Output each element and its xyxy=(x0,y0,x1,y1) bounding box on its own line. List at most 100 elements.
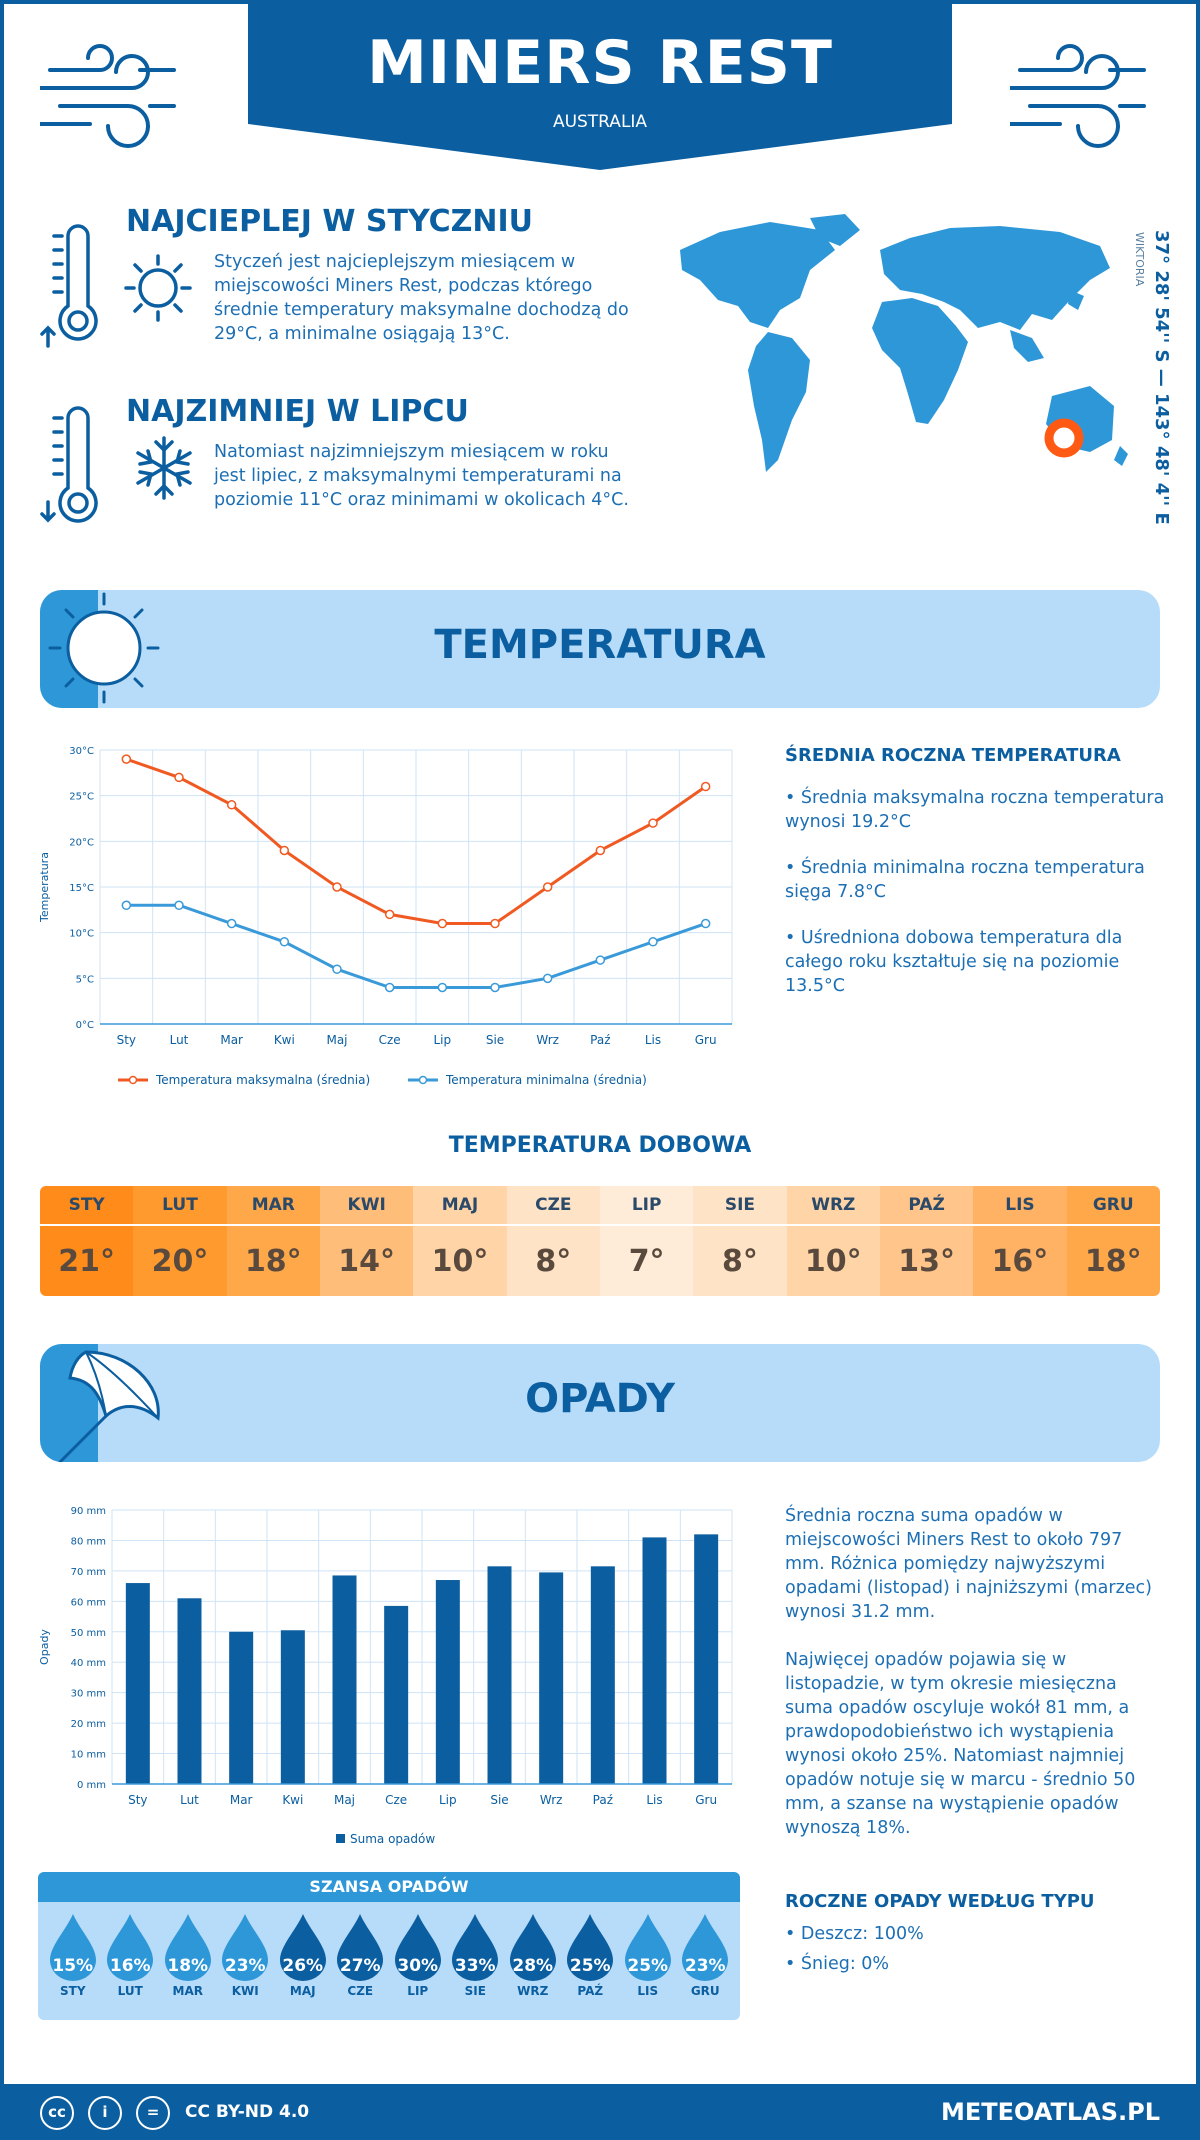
raindrop-icon xyxy=(567,1914,614,1981)
y-tick-label: 70 mm xyxy=(71,1567,106,1578)
precipitation-bar xyxy=(694,1534,719,1784)
daily-temperature-value: 10° xyxy=(786,1224,880,1296)
precipitation-bar xyxy=(642,1537,667,1784)
precipitation-chance-item: 26% MAJ xyxy=(274,1902,332,1998)
daily-temperature-value: 8° xyxy=(506,1224,600,1296)
legend-swatch xyxy=(336,1834,345,1843)
daily-month-label: LIP xyxy=(631,1195,662,1215)
daily-month-label: PAŹ xyxy=(908,1195,945,1215)
precipitation-chance-item: 16% LUT xyxy=(102,1902,160,1998)
data-point xyxy=(490,918,500,929)
data-point xyxy=(542,973,553,984)
data-point xyxy=(279,937,290,947)
warmest-text: Styczeń jest najcieplejszym miesiącem w … xyxy=(214,252,629,344)
precipitation-chance-month: SIE xyxy=(464,1984,486,1998)
data-point xyxy=(174,772,184,783)
raindrop-icon xyxy=(394,1914,441,1981)
annual-bullet: • Uśredniona dobowa temperatura dla całe… xyxy=(785,928,1123,996)
footer: cc i = CC BY-ND 4.0 METEOATLAS.PL xyxy=(0,2084,1200,2140)
y-tick-label: 90 mm xyxy=(71,1506,106,1517)
data-point xyxy=(384,982,395,993)
precipitation-type-block: ROCZNE OPADY WEDŁUG TYPU • Deszcz: 100% … xyxy=(785,1890,1165,1976)
x-tick-label: Paź xyxy=(590,1033,610,1047)
x-tick-label: Gru xyxy=(695,1793,717,1807)
world-map xyxy=(680,214,1128,472)
wind-icon-left xyxy=(40,44,176,148)
x-tick-label: Lis xyxy=(646,1793,662,1807)
series-line xyxy=(126,903,707,989)
data-point xyxy=(279,845,290,856)
daily-temperature-cell: GRU 18° xyxy=(1066,1186,1160,1296)
legend-marker xyxy=(418,1075,428,1085)
precipitation-bar xyxy=(177,1598,202,1784)
coldest-block: NAJZIMNIEJ W LIPCU Natomiast najzimniejs… xyxy=(40,394,640,554)
precipitation-chance-month: CZE xyxy=(347,1984,374,1998)
data-point xyxy=(174,900,184,911)
precipitation-chance-drops: 15% STY 16% LUT 18% MAR 23% KWI 26% MAJ 27% CZE 30% L… xyxy=(38,1902,740,1998)
y-tick-label: 10°C xyxy=(69,929,94,940)
attribution-icon: i xyxy=(88,2096,122,2130)
precipitation-type-rain: • Deszcz: 100% xyxy=(785,1924,924,1944)
precipitation-chance-item: 33% SIE xyxy=(447,1902,505,1998)
precipitation-chance-value: 23% xyxy=(684,1956,726,1976)
x-tick-label: Lis xyxy=(645,1033,661,1047)
x-tick-label: Cze xyxy=(379,1033,401,1047)
daily-month-label: MAR xyxy=(251,1195,295,1215)
warmest-title: NAJCIEPLEJ W STYCZNIU xyxy=(126,204,534,239)
y-tick-label: 15°C xyxy=(69,883,94,894)
data-point xyxy=(595,845,606,856)
daily-month-label: CZE xyxy=(535,1195,572,1215)
data-point xyxy=(121,754,132,764)
daily-temperature-value: 13° xyxy=(879,1224,974,1296)
precipitation-chance-item: 25% PAŹ xyxy=(562,1902,620,1998)
precipitation-chance-item: 15% STY xyxy=(44,1902,102,1998)
precipitation-chance-box: SZANSA OPADÓW 15% STY 16% LUT 18% MAR 23% KWI 26… xyxy=(38,1872,740,2020)
daily-temperature-cell: SIE 8° xyxy=(693,1186,787,1296)
daily-temperature-cell: KWI 14° xyxy=(319,1186,414,1296)
thermometer-snowflake-icon xyxy=(40,406,192,523)
x-tick-label: Mar xyxy=(220,1033,243,1047)
daily-month-label: STY xyxy=(68,1195,105,1215)
daily-temperature-value: 16° xyxy=(973,1224,1067,1296)
series-line xyxy=(125,757,707,926)
data-point xyxy=(542,882,553,892)
daily-month-label: MAJ xyxy=(441,1195,479,1215)
precipitation-bar xyxy=(539,1572,564,1784)
coordinates-block: 37° 28' 54'' S — 143° 48' 4'' E WIKTORIA xyxy=(1133,230,1178,525)
precipitation-chance-value: 25% xyxy=(569,1956,611,1976)
precipitation-chance-value: 30% xyxy=(397,1956,439,1976)
precipitation-type-title: ROCZNE OPADY WEDŁUG TYPU xyxy=(785,1891,1095,1912)
daily-temperature-cell: MAR 18° xyxy=(226,1186,320,1296)
precipitation-chance-value: 27% xyxy=(339,1956,381,1976)
daily-temperature-cell: PAŹ 13° xyxy=(879,1186,974,1296)
daily-temperature-table: STY 21° LUT 20° MAR 18° KWI 14° MAJ 10° CZE 8° LIP 7°… xyxy=(40,1186,1160,1296)
y-tick-label: 30°C xyxy=(69,746,94,757)
data-point xyxy=(490,982,500,993)
coldest-title: NAJZIMNIEJ W LIPCU xyxy=(126,394,469,429)
precipitation-bar xyxy=(125,1583,150,1784)
precipitation-bar xyxy=(280,1630,305,1784)
precipitation-bar xyxy=(384,1605,409,1784)
raindrop-icon xyxy=(682,1914,729,1981)
precipitation-chance-value: 25% xyxy=(627,1956,669,1976)
daily-temperature-value: 14° xyxy=(319,1224,414,1296)
raindrop-icon xyxy=(222,1914,269,1981)
x-tick-label: Sty xyxy=(128,1793,147,1807)
site-link[interactable]: METEOATLAS.PL xyxy=(940,2098,1160,2126)
y-tick-label: 0°C xyxy=(76,1020,94,1031)
precipitation-band: OPADY xyxy=(40,1344,1160,1462)
y-tick-label: 25°C xyxy=(69,792,94,803)
y-tick-label: 30 mm xyxy=(71,1689,106,1700)
legend-label: Temperatura maksymalna (średnia) xyxy=(155,1073,370,1087)
daily-temperature-cell: STY 21° xyxy=(40,1186,134,1296)
x-tick-label: Sty xyxy=(117,1033,136,1047)
y-axis-label: Opady xyxy=(38,1629,51,1665)
precipitation-chance-month: STY xyxy=(59,1984,86,1998)
annual-bullet: • Średnia maksymalna roczna temperatura … xyxy=(785,788,1165,832)
daily-month-label: WRZ xyxy=(811,1195,856,1215)
wind-icon-right xyxy=(1010,44,1146,148)
precipitation-chance-item: 27% CZE xyxy=(332,1902,390,1998)
raindrop-icon xyxy=(107,1914,154,1981)
x-tick-label: Kwi xyxy=(274,1033,295,1047)
data-point xyxy=(437,918,448,929)
